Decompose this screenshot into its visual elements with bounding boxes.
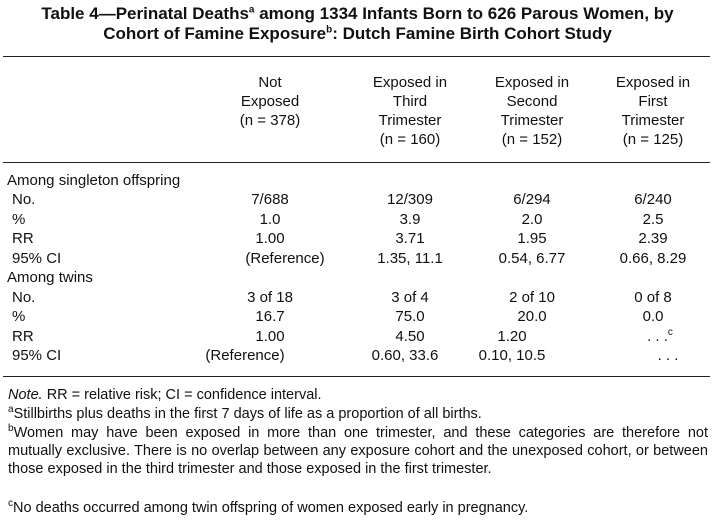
table-title: Table 4—Perinatal Deathsa among 1334 Inf… [0,4,715,44]
table-row: % 1.0 3.9 2.0 2.5 [12,211,664,228]
table-row: % 16.7 75.0 20.0 0.0 [12,308,664,325]
table-row: 95% CI (Reference) 1.35, 11.1 0.54, 6.77… [12,250,687,267]
table-row: No. 7/688 12/309 6/294 6/240 [12,191,672,208]
section-label-twins: Among twins [7,269,93,286]
header-rule [3,162,710,163]
column-header-second-trimester: Exposed in Second Trimester (n = 152) [494,74,570,148]
title-line-2: Cohort of Famine Exposureb: Dutch Famine… [103,24,612,43]
column-header-third-trimester: Exposed in Third Trimester (n = 160) [372,74,448,148]
column-header-not-exposed: Not Exposed (n = 378) [239,74,301,129]
table-row: 95% CI (Reference) 0.60, 33.6 0.10, 10.5… [12,347,679,364]
top-rule [3,56,710,57]
title-line-1: Table 4—Perinatal Deathsa among 1334 Inf… [41,4,674,23]
bottom-rule [3,376,710,377]
column-header-first-trimester: Exposed in First Trimester (n = 125) [615,74,691,148]
table-row: RR 1.00 3.71 1.95 2.39 [12,230,668,247]
table-note: Note. RR = relative risk; CI = confidenc… [8,387,322,403]
section-label-singleton: Among singleton offspring [7,172,181,189]
rr-no-estimate: . . .c [647,327,673,346]
footnote-b: bWomen may have been exposed in more tha… [8,423,708,477]
footnote-a: aStillbirths plus deaths in the first 7 … [8,404,482,422]
table-row: No. 3 of 18 3 of 4 2 of 10 0 of 8 [12,289,672,306]
footnote-c: cNo deaths occurred among twin offspring… [8,498,529,516]
table-row: RR 1.00 4.50 1.20 . . .c [0,327,715,346]
